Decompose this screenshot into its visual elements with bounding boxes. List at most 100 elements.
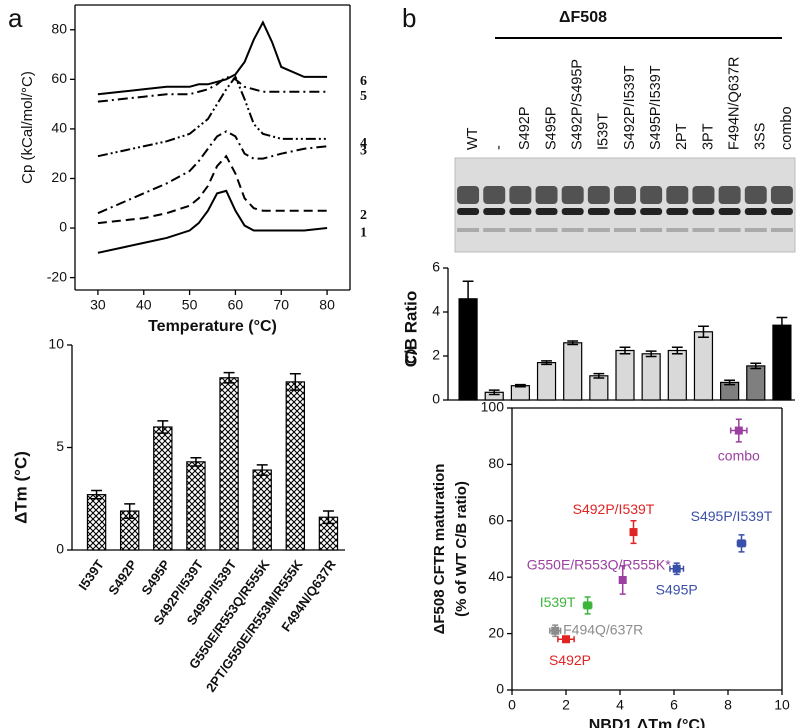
point (562, 635, 570, 644)
lane-label: - (491, 145, 507, 150)
point (629, 528, 638, 537)
x-tick-label: 70 (273, 297, 289, 313)
gel-band (744, 228, 767, 232)
error-bar (256, 464, 268, 476)
error-bar (322, 510, 334, 525)
error-bar (541, 360, 552, 366)
y-tick-label: 10 (48, 336, 64, 352)
y-axis-label: ΔTm (°C) (11, 451, 30, 524)
point-label: combo (718, 447, 760, 463)
bar (153, 426, 173, 551)
error-bar (776, 316, 788, 334)
lane-label: F494N/Q637R (726, 57, 742, 151)
bar (536, 362, 557, 401)
x-tick-label: 8 (724, 697, 732, 713)
gel-band (614, 186, 636, 204)
y-tick-label: 40 (51, 120, 67, 136)
gel-band (640, 228, 663, 232)
gel-band (535, 208, 558, 215)
gel-band (770, 186, 793, 204)
error-bar (567, 340, 579, 346)
y-tick-label: 5 (56, 438, 64, 454)
error-bar (223, 371, 235, 384)
error-bar (514, 383, 526, 388)
gel-band (561, 228, 584, 232)
lane-label: 2PT (674, 123, 690, 150)
gel-band (457, 228, 480, 232)
gel-band (587, 186, 610, 204)
point-label: S492P/I539T (573, 501, 655, 517)
gel-band (483, 208, 506, 215)
x-axis-label: Temperature (°C) (148, 318, 277, 335)
point (734, 426, 743, 435)
curve (97, 189, 328, 254)
lane-label: S495P/I539T (648, 65, 664, 150)
panel-letter: a (8, 3, 23, 33)
y-tick-label: 0 (59, 219, 67, 235)
y-tick-label: 100 (481, 399, 505, 415)
error-bar (289, 372, 301, 391)
error-bar (190, 457, 202, 467)
x-tick-label: 6 (670, 697, 678, 713)
point (583, 601, 592, 610)
bar (772, 324, 792, 401)
gel-band (718, 228, 741, 232)
gel-band (692, 186, 715, 204)
gel-band (509, 228, 532, 232)
x-tick-label: S492P (105, 557, 140, 598)
x-tick-label: S495P (138, 557, 173, 598)
curve-label: 6 (360, 74, 367, 89)
y-axis-label: C/B Ratio (401, 291, 420, 368)
error-bar (698, 325, 709, 339)
point (737, 539, 746, 548)
point-label: S495P (656, 581, 698, 597)
y-axis-label: Cp (kCal/mol/°C) (19, 71, 36, 184)
curve (97, 20, 328, 96)
error-bar (488, 389, 500, 396)
panel-letter: c (404, 339, 417, 369)
panel-letter: b (402, 3, 416, 33)
gel-band (770, 228, 793, 232)
bar (563, 342, 583, 401)
gel-band (744, 208, 767, 215)
x-tick-label: I539T (75, 557, 106, 593)
x-axis-label: NBD1 ΔTm (°C) (589, 717, 706, 728)
curve-label: 2 (360, 208, 367, 223)
gel-band (614, 228, 636, 232)
point-label: F494Q/637R (563, 621, 643, 637)
curve-label: 5 (360, 89, 367, 104)
curve (97, 154, 328, 225)
y-tick-label: 0 (432, 391, 440, 407)
lane-label: I539T (596, 113, 612, 150)
gel-band (509, 186, 532, 204)
y-tick-label: 6 (432, 259, 440, 275)
gel-band (535, 228, 558, 232)
gel-band (770, 208, 793, 215)
y-tick-label: 0 (496, 681, 504, 697)
y-tick-label: 40 (488, 568, 504, 584)
y-tick-label: -20 (47, 268, 67, 284)
gel-band (535, 186, 558, 204)
bar (510, 385, 530, 401)
gel-band (614, 208, 636, 215)
gel-band (483, 228, 506, 232)
bar (693, 331, 714, 401)
bar (252, 469, 272, 551)
point (672, 564, 681, 573)
x-tick-label: 40 (136, 297, 152, 313)
x-tick-label: 2 (562, 697, 570, 713)
curve-label: 4 (360, 136, 367, 151)
gel-band (483, 186, 506, 204)
error-bar (157, 420, 169, 434)
lane-label: combo (779, 106, 795, 150)
gel-band (561, 186, 584, 204)
gel-band (666, 186, 689, 204)
y-axis-label: (% of WT C/B ratio) (453, 481, 470, 617)
bar (219, 377, 239, 551)
curve-label: 1 (360, 225, 367, 240)
x-tick-label: 0 (508, 697, 516, 713)
bar (285, 381, 306, 551)
gel-band (457, 186, 480, 204)
